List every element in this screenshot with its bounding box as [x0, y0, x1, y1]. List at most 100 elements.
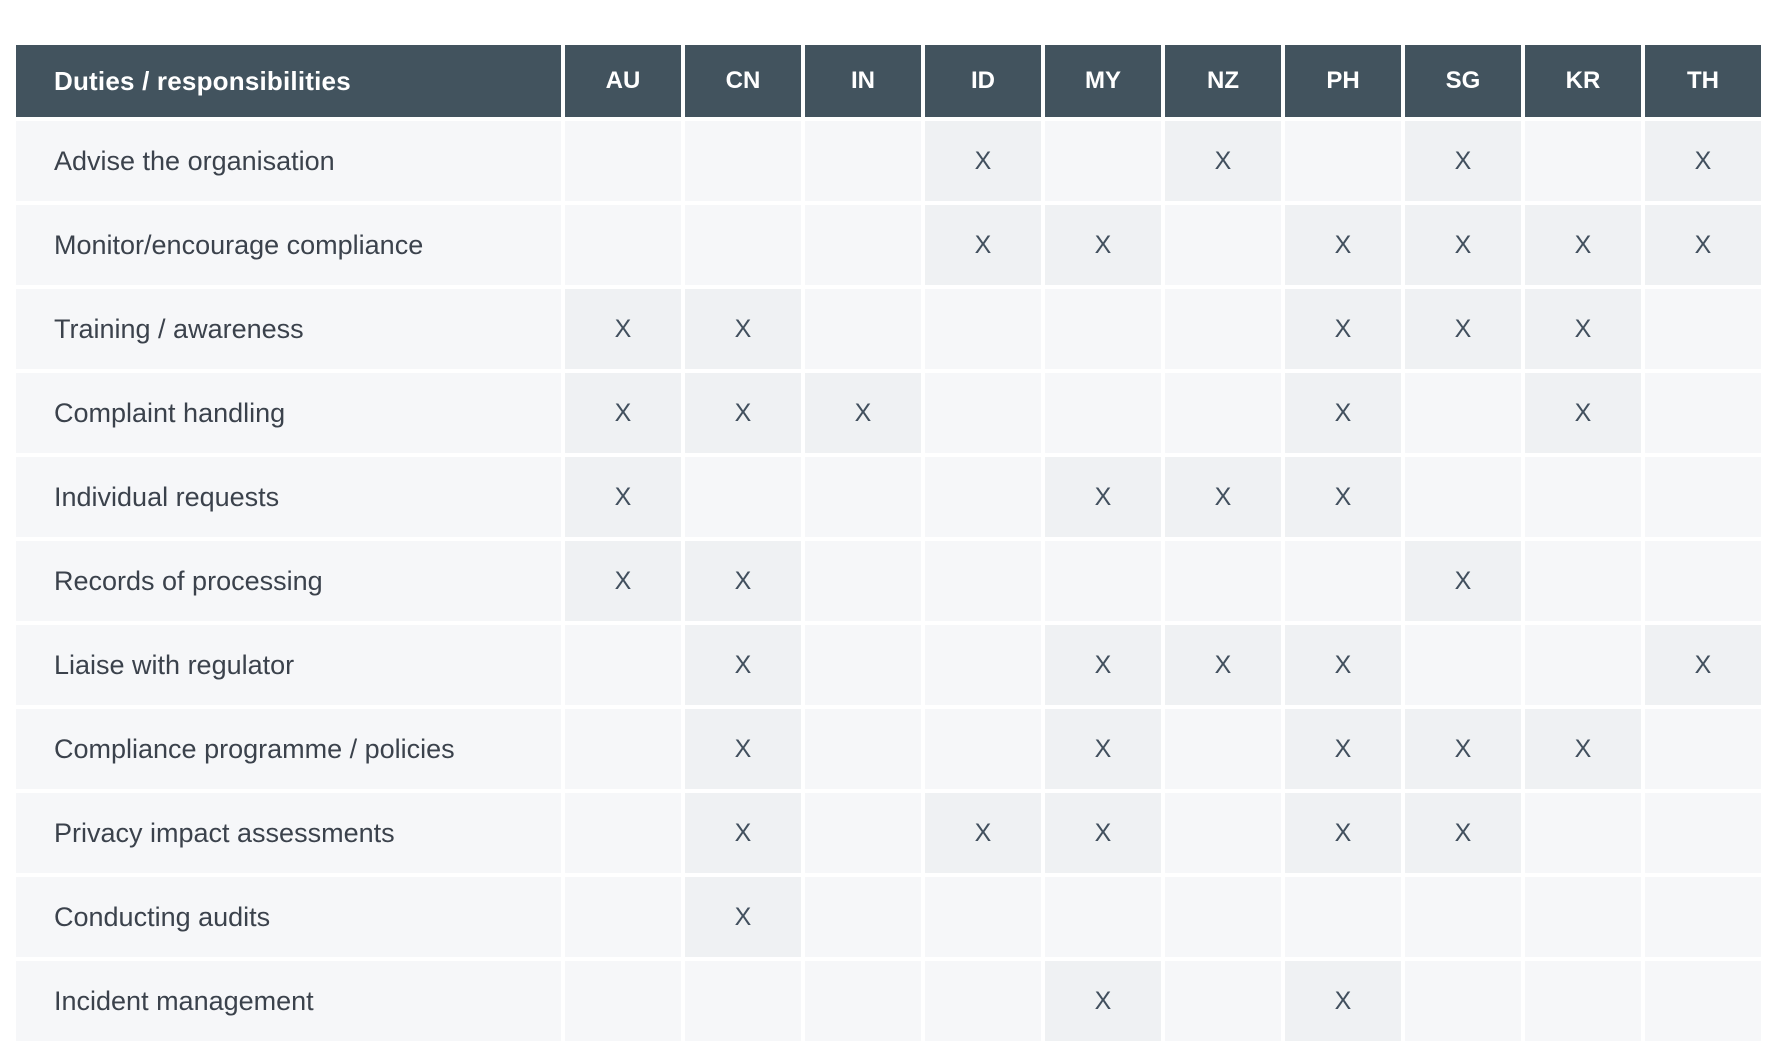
- mark-cell-ph: X: [1285, 373, 1401, 453]
- empty-cell-in: [805, 205, 921, 285]
- empty-cell-id: [925, 373, 1041, 453]
- duty-label: Complaint handling: [16, 373, 561, 453]
- empty-cell-in: [805, 793, 921, 873]
- empty-cell-th: [1645, 289, 1761, 369]
- duty-label: Monitor/encourage compliance: [16, 205, 561, 285]
- mark-cell-kr: X: [1525, 289, 1641, 369]
- header-country-cn: CN: [685, 45, 801, 117]
- empty-cell-au: [565, 121, 681, 201]
- empty-cell-th: [1645, 541, 1761, 621]
- mark-cell-my: X: [1045, 709, 1161, 789]
- empty-cell-cn: [685, 457, 801, 537]
- empty-cell-au: [565, 205, 681, 285]
- mark-cell-au: X: [565, 457, 681, 537]
- empty-cell-th: [1645, 373, 1761, 453]
- duty-label: Conducting audits: [16, 877, 561, 957]
- empty-cell-my: [1045, 121, 1161, 201]
- header-country-kr: KR: [1525, 45, 1641, 117]
- empty-cell-id: [925, 541, 1041, 621]
- empty-cell-in: [805, 541, 921, 621]
- mark-cell-my: X: [1045, 961, 1161, 1041]
- empty-cell-my: [1045, 541, 1161, 621]
- mark-cell-cn: X: [685, 289, 801, 369]
- table-row: Records of processing X X X: [16, 541, 1761, 621]
- empty-cell-sg: [1405, 877, 1521, 957]
- empty-cell-in: [805, 121, 921, 201]
- header-country-au: AU: [565, 45, 681, 117]
- table-row: Compliance programme / policies X X X X X: [16, 709, 1761, 789]
- mark-cell-th: X: [1645, 205, 1761, 285]
- empty-cell-au: [565, 625, 681, 705]
- empty-cell-th: [1645, 961, 1761, 1041]
- empty-cell-kr: [1525, 541, 1641, 621]
- mark-cell-nz: X: [1165, 457, 1281, 537]
- mark-cell-ph: X: [1285, 457, 1401, 537]
- mark-cell-sg: X: [1405, 205, 1521, 285]
- duty-label: Privacy impact assessments: [16, 793, 561, 873]
- duty-label: Training / awareness: [16, 289, 561, 369]
- mark-cell-id: X: [925, 121, 1041, 201]
- empty-cell-ph: [1285, 121, 1401, 201]
- empty-cell-nz: [1165, 877, 1281, 957]
- mark-cell-cn: X: [685, 373, 801, 453]
- empty-cell-th: [1645, 793, 1761, 873]
- header-country-th: TH: [1645, 45, 1761, 117]
- empty-cell-id: [925, 961, 1041, 1041]
- empty-cell-nz: [1165, 289, 1281, 369]
- mark-cell-ph: X: [1285, 793, 1401, 873]
- mark-cell-cn: X: [685, 709, 801, 789]
- table-row: Liaise with regulator X X X X X: [16, 625, 1761, 705]
- header-country-my: MY: [1045, 45, 1161, 117]
- mark-cell-au: X: [565, 373, 681, 453]
- header-row: Duties / responsibilities AU CN IN ID MY NZ PH…: [16, 45, 1761, 117]
- header-duties-label: Duties / responsibilities: [16, 45, 561, 117]
- empty-cell-cn: [685, 961, 801, 1041]
- table-row: Advise the organisation X X X X: [16, 121, 1761, 201]
- mark-cell-kr: X: [1525, 373, 1641, 453]
- mark-cell-ph: X: [1285, 709, 1401, 789]
- empty-cell-th: [1645, 877, 1761, 957]
- header-country-nz: NZ: [1165, 45, 1281, 117]
- mark-cell-sg: X: [1405, 709, 1521, 789]
- mark-cell-ph: X: [1285, 625, 1401, 705]
- empty-cell-th: [1645, 709, 1761, 789]
- duty-label: Liaise with regulator: [16, 625, 561, 705]
- mark-cell-sg: X: [1405, 289, 1521, 369]
- empty-cell-cn: [685, 121, 801, 201]
- empty-cell-in: [805, 877, 921, 957]
- table-row: Monitor/encourage compliance X X X X X X: [16, 205, 1761, 285]
- empty-cell-kr: [1525, 457, 1641, 537]
- header-country-id: ID: [925, 45, 1041, 117]
- empty-cell-in: [805, 625, 921, 705]
- mark-cell-cn: X: [685, 877, 801, 957]
- mark-cell-cn: X: [685, 625, 801, 705]
- table-row: Complaint handling X X X X X: [16, 373, 1761, 453]
- mark-cell-kr: X: [1525, 205, 1641, 285]
- empty-cell-au: [565, 961, 681, 1041]
- mark-cell-th: X: [1645, 625, 1761, 705]
- empty-cell-in: [805, 457, 921, 537]
- table-row: Privacy impact assessments X X X X X: [16, 793, 1761, 873]
- empty-cell-au: [565, 793, 681, 873]
- empty-cell-nz: [1165, 205, 1281, 285]
- mark-cell-ph: X: [1285, 961, 1401, 1041]
- empty-cell-in: [805, 289, 921, 369]
- mark-cell-cn: X: [685, 793, 801, 873]
- mark-cell-nz: X: [1165, 625, 1281, 705]
- header-country-in: IN: [805, 45, 921, 117]
- mark-cell-au: X: [565, 541, 681, 621]
- empty-cell-id: [925, 625, 1041, 705]
- mark-cell-id: X: [925, 205, 1041, 285]
- empty-cell-sg: [1405, 457, 1521, 537]
- empty-cell-cn: [685, 205, 801, 285]
- table-row: Incident management X X: [16, 961, 1761, 1041]
- empty-cell-au: [565, 877, 681, 957]
- mark-cell-my: X: [1045, 205, 1161, 285]
- duties-responsibilities-table: Duties / responsibilities AU CN IN ID MY NZ PH…: [12, 41, 1765, 1045]
- empty-cell-kr: [1525, 793, 1641, 873]
- empty-cell-ph: [1285, 877, 1401, 957]
- empty-cell-sg: [1405, 373, 1521, 453]
- empty-cell-sg: [1405, 625, 1521, 705]
- empty-cell-nz: [1165, 793, 1281, 873]
